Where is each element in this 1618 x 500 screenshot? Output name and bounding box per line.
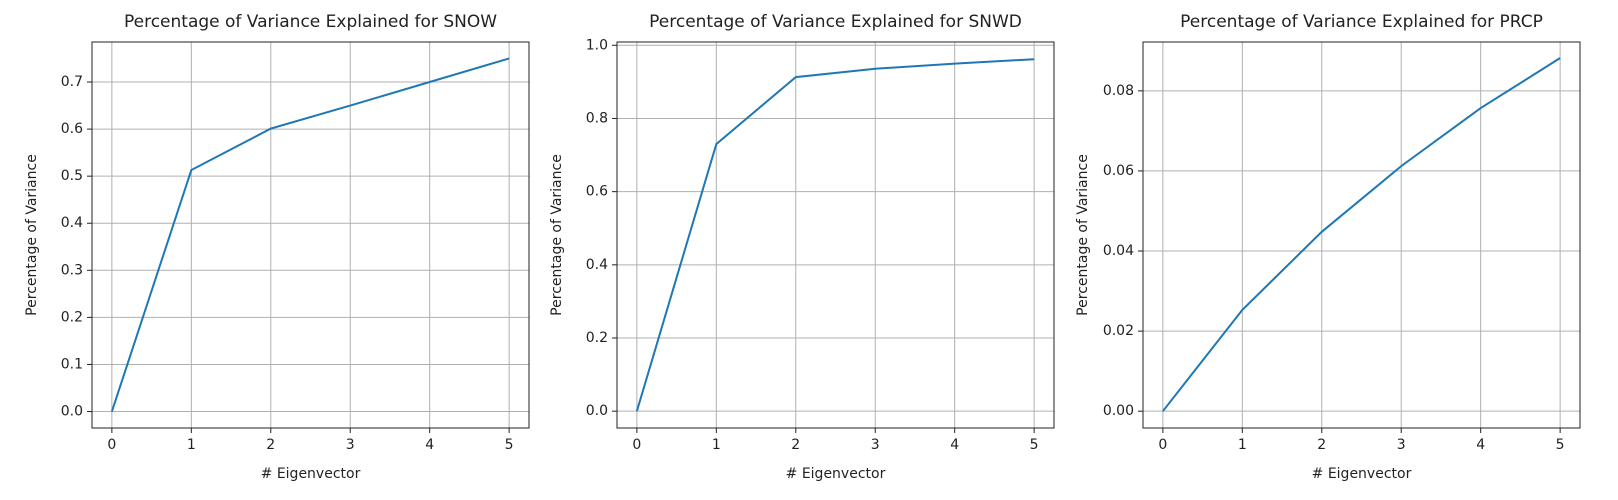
y-tick-label: 0.4 (586, 257, 608, 273)
y-tick-label: 0.02 (1103, 323, 1134, 339)
plot-frame (91, 41, 530, 429)
x-tick-label: 2 (1317, 437, 1326, 453)
x-tick-label: 4 (425, 437, 434, 453)
y-axis-label: Percentage of Variance (24, 154, 40, 316)
y-tick-label: 0.6 (586, 184, 608, 200)
x-tick-label: 1 (187, 437, 196, 453)
x-tick-label: 0 (1158, 437, 1167, 453)
x-tick-label: 2 (791, 437, 800, 453)
y-tick-label: 0.6 (61, 121, 83, 137)
y-tick-label: 0.8 (586, 110, 608, 126)
x-tick-label: 1 (712, 437, 721, 453)
y-tick-label: 0.06 (1103, 163, 1134, 179)
x-tick-label: 2 (266, 437, 275, 453)
x-tick-label: 5 (1030, 437, 1039, 453)
y-axis-label: Percentage of Variance (549, 154, 565, 316)
x-tick-label: 4 (1476, 437, 1485, 453)
x-tick-label: 4 (950, 437, 959, 453)
plot-frame (616, 41, 1055, 429)
y-tick-label: 0.04 (1103, 243, 1134, 259)
x-tick-label: 3 (346, 437, 355, 453)
x-axis-label: # Eigenvector (786, 466, 886, 482)
data-line (635, 58, 1035, 412)
x-axis-label: # Eigenvector (261, 466, 361, 482)
x-tick-label: 3 (871, 437, 880, 453)
x-tick-label: 0 (632, 437, 641, 453)
y-axis-label: Percentage of Variance (1075, 154, 1091, 316)
y-tick-label: 0.1 (61, 356, 83, 372)
y-tick-label: 0.0 (586, 403, 608, 419)
y-tick-label: 0.0 (61, 404, 83, 420)
x-tick-label: 5 (1556, 437, 1565, 453)
y-tick-label: 0.08 (1103, 83, 1134, 99)
y-tick-label: 0.2 (586, 330, 608, 346)
x-tick-label: 3 (1397, 437, 1406, 453)
chart-title: Percentage of Variance Explained for SNW… (649, 12, 1022, 32)
y-tick-label: 0.5 (61, 168, 83, 184)
x-tick-label: 0 (107, 437, 116, 453)
y-tick-label: 0.7 (61, 74, 83, 90)
x-axis-label: # Eigenvector (1312, 466, 1412, 482)
y-tick-label: 0.4 (61, 215, 83, 231)
y-tick-label: 0.00 (1103, 403, 1134, 419)
y-tick-label: 0.3 (61, 262, 83, 278)
y-tick-label: 0.2 (61, 309, 83, 325)
chart-title: Percentage of Variance Explained for PRC… (1180, 12, 1543, 32)
x-tick-label: 1 (1238, 437, 1247, 453)
chart-title: Percentage of Variance Explained for SNO… (124, 12, 497, 32)
data-line (110, 57, 510, 412)
y-tick-label: 1.0 (586, 37, 608, 53)
x-tick-label: 5 (505, 437, 514, 453)
data-line (1162, 57, 1561, 412)
plot-frame (1142, 41, 1581, 429)
